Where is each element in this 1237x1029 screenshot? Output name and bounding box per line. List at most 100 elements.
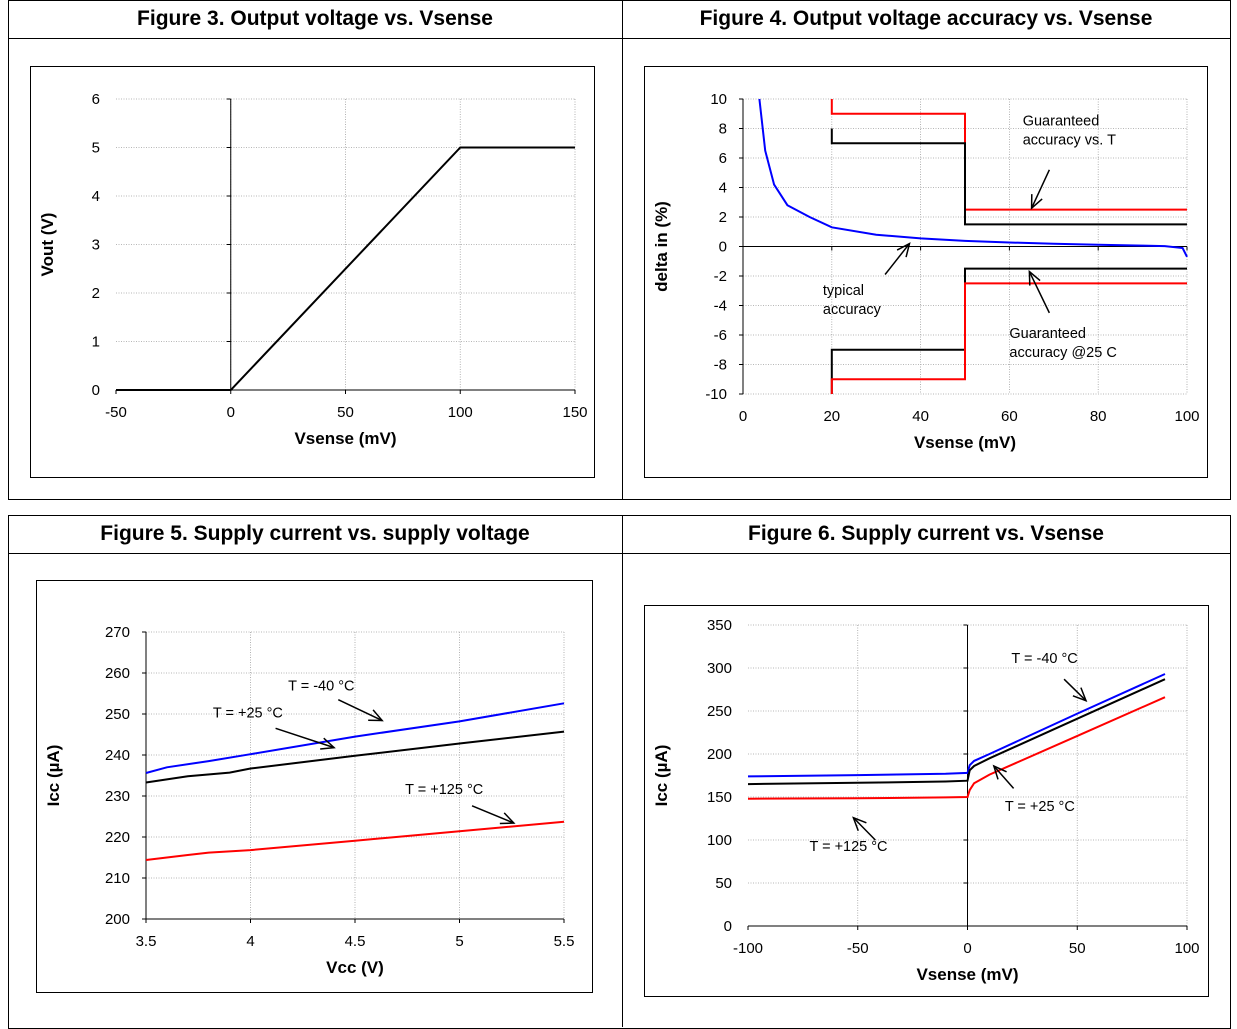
figure-5-title: Figure 5. Supply current vs. supply volt…	[8, 515, 622, 554]
annotation-text: T = +25 °C	[1005, 799, 1075, 815]
series-line-2	[747, 696, 1166, 800]
y-tick-label: 0	[92, 382, 100, 399]
annotation-text: accuracy	[823, 302, 882, 318]
x-tick-label: 40	[912, 408, 929, 425]
annotation-arrow-head	[368, 709, 384, 722]
chart-area-border	[644, 605, 1209, 997]
annotation-arrow-head	[896, 242, 911, 258]
y-tick-label: 5	[92, 140, 100, 157]
annotation-text: T = +125 °C	[405, 782, 483, 798]
series-line-2	[830, 128, 1187, 226]
y-tick-label: 270	[105, 624, 130, 641]
annotation-text: T = +25 °C	[213, 705, 283, 721]
y-tick-label: 3	[92, 237, 100, 254]
annotation-text: T = -40 °C	[288, 679, 354, 695]
series-line-1	[145, 730, 565, 784]
x-axis-title: Vcc (V)	[326, 958, 384, 977]
y-tick-label: 300	[707, 660, 732, 677]
y-tick-label: 1	[92, 334, 100, 351]
y-tick-label: 200	[105, 911, 130, 928]
x-tick-label: 60	[1001, 408, 1018, 425]
figure-6-chart: 0 50 100 150 200 250 300 350 -100 -50 0 50 100 T = -4…	[644, 605, 1209, 997]
y-tick-label: 150	[707, 789, 732, 806]
chart-area-border	[644, 66, 1208, 478]
x-tick-label: 50	[1069, 940, 1086, 957]
annotation-text: accuracy vs. T	[1023, 133, 1116, 149]
x-tick-label: 100	[1174, 940, 1199, 957]
y-tick-label: 260	[105, 665, 130, 682]
x-tick-label: 0	[227, 404, 235, 421]
x-tick-label: 5.5	[554, 933, 575, 950]
annotation-text: Guaranteed	[1023, 114, 1100, 130]
y-tick-label: 350	[707, 617, 732, 634]
annotation-text: accuracy @25 C	[1009, 345, 1116, 361]
chart-area-border	[36, 580, 593, 993]
y-tick-label: 8	[719, 121, 727, 138]
annotation-arrow-head	[1072, 687, 1088, 702]
annotation-arrow-shaft	[337, 698, 383, 722]
annotation-arrow-head	[1028, 269, 1041, 286]
x-tick-label: 4.5	[345, 933, 366, 950]
x-tick-label: 80	[1090, 408, 1107, 425]
annotation-arrow-shaft	[1030, 169, 1051, 209]
y-tick-label: -2	[714, 268, 727, 285]
y-tick-label: 2	[92, 285, 100, 302]
y-tick-label: 240	[105, 747, 130, 764]
y-axis-title: Vout (V)	[38, 213, 57, 277]
y-tick-label: 0	[724, 918, 732, 935]
x-tick-label: 150	[562, 404, 587, 421]
bottom-column-divider	[622, 515, 623, 1027]
y-tick-label: 220	[105, 829, 130, 846]
annotation-arrow-shaft	[1028, 271, 1051, 314]
chart-area-border	[30, 66, 595, 478]
x-tick-label: -100	[733, 940, 763, 957]
y-tick-label: 100	[707, 832, 732, 849]
x-tick-label: 20	[823, 408, 840, 425]
series-line-1	[747, 678, 1166, 786]
figure-3-chart: 0 1 2 3 4 5 6 -50 0 50 100 150 Vsense (mV) Vout (V)	[30, 66, 595, 478]
y-tick-label: 10	[710, 91, 727, 108]
annotation-arrow-head	[499, 812, 516, 825]
y-tick-label: -6	[714, 327, 727, 344]
annotation-arrow-head	[1030, 194, 1043, 210]
x-axis-title: Vsense (mV)	[914, 433, 1016, 452]
series-line-1	[830, 99, 1187, 211]
y-tick-label: 230	[105, 788, 130, 805]
annotation-text: T = -40 °C	[1011, 651, 1077, 667]
y-tick-label: -8	[714, 357, 727, 374]
annotation-arrow-shaft	[275, 727, 335, 749]
series-line-4	[830, 282, 1187, 394]
y-tick-label: -4	[714, 298, 727, 315]
series-line-0	[758, 98, 1188, 258]
y-tick-label: 200	[707, 746, 732, 763]
series-line-0	[747, 673, 1166, 778]
y-tick-label: 4	[92, 188, 100, 205]
x-tick-label: 50	[337, 404, 354, 421]
y-tick-label: 210	[105, 870, 130, 887]
y-tick-label: -10	[705, 386, 727, 403]
y-tick-label: 250	[105, 706, 130, 723]
x-tick-label: 100	[1174, 408, 1199, 425]
annotation-arrow-shaft	[471, 805, 515, 824]
y-tick-label: 6	[92, 91, 100, 108]
y-axis-title: delta in (%)	[652, 201, 671, 292]
y-tick-label: 4	[719, 180, 727, 197]
series-line-0	[145, 702, 565, 774]
y-tick-label: 6	[719, 150, 727, 167]
y-tick-label: 2	[719, 209, 727, 226]
annotation-text: Guaranteed	[1009, 326, 1086, 342]
y-tick-label: 50	[715, 875, 732, 892]
x-tick-label: 0	[963, 940, 971, 957]
series-line-0	[116, 146, 575, 391]
y-tick-label: 250	[707, 703, 732, 720]
annotation-arrow-shaft	[993, 765, 1015, 789]
annotation-text: typical	[823, 283, 864, 299]
figure-4-title: Figure 4. Output voltage accuracy vs. Vs…	[622, 0, 1230, 39]
annotation-arrow-head	[992, 764, 1007, 780]
top-column-divider	[622, 0, 623, 499]
x-tick-label: -50	[847, 940, 869, 957]
annotation-arrow-shaft	[852, 817, 876, 841]
x-tick-label: 4	[246, 933, 254, 950]
figure-3-title: Figure 3. Output voltage vs. Vsense	[8, 0, 622, 39]
